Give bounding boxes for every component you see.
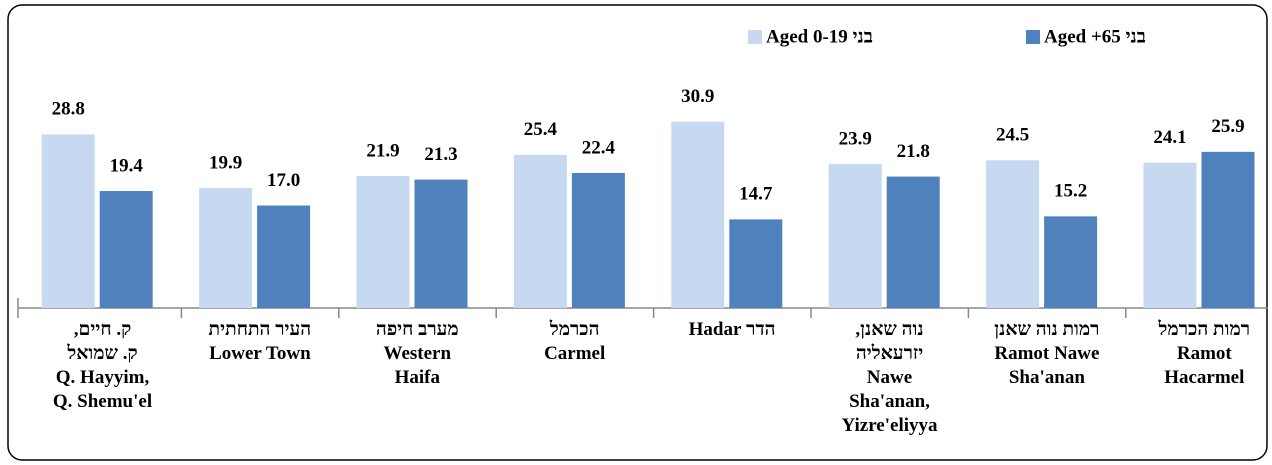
bar bbox=[356, 175, 410, 308]
data-label: 24.1 bbox=[1153, 127, 1186, 148]
data-label: 22.4 bbox=[582, 137, 616, 158]
data-label: 15.2 bbox=[1054, 181, 1087, 202]
bar bbox=[414, 179, 468, 308]
data-label: 23.9 bbox=[839, 128, 872, 149]
legend-swatch bbox=[748, 30, 762, 44]
data-label: 21.8 bbox=[897, 141, 930, 162]
data-label: 24.5 bbox=[996, 125, 1029, 146]
bar bbox=[671, 121, 725, 309]
data-label: 25.9 bbox=[1211, 116, 1244, 137]
bar bbox=[41, 134, 95, 308]
data-label: 21.9 bbox=[366, 140, 399, 161]
legend-label: Aged +65 בני bbox=[1044, 26, 1146, 47]
x-tick-label: העיר התחתית Lower Town bbox=[208, 319, 312, 364]
data-label: 14.7 bbox=[739, 184, 773, 205]
bar bbox=[513, 154, 567, 308]
x-tick-label: ק. חיים, ק. שמואל Q. Hayyim, Q. Shemu'el bbox=[52, 319, 153, 412]
bar bbox=[729, 219, 783, 308]
data-label: 30.9 bbox=[681, 86, 714, 107]
bar bbox=[1143, 162, 1197, 308]
data-label: 21.3 bbox=[424, 144, 457, 165]
legend-label: Aged 0-19 בני bbox=[766, 26, 873, 47]
bar bbox=[1044, 216, 1098, 308]
x-tick-label: מערב חיפה Western Haifa bbox=[375, 319, 459, 388]
x-tick-label: הכרמל Carmel bbox=[544, 319, 606, 364]
data-label: 19.4 bbox=[110, 155, 144, 176]
legend-swatch bbox=[1026, 30, 1040, 44]
bar bbox=[886, 176, 940, 308]
bar bbox=[571, 172, 625, 308]
data-label: 19.9 bbox=[209, 152, 242, 173]
data-label: 17.0 bbox=[267, 170, 300, 191]
bar bbox=[828, 163, 882, 308]
data-label: 25.4 bbox=[524, 119, 558, 140]
x-tick-label: רמות הכרמל Ramot Hacarmel bbox=[1158, 319, 1251, 388]
x-tick-label: רמות נוה שאנן Ramot Nawe Sha'anan bbox=[994, 319, 1100, 388]
bar bbox=[986, 160, 1040, 308]
x-tick-label: הדר Hadar bbox=[688, 319, 776, 340]
bar bbox=[1201, 151, 1255, 308]
bar bbox=[99, 191, 153, 308]
x-tick-label: נוה שאנן, יזרעאליה Nawe Sha'anan, Yizre'… bbox=[841, 319, 938, 436]
frame bbox=[7, 4, 1268, 461]
data-label: 28.8 bbox=[52, 99, 85, 120]
bar bbox=[257, 205, 311, 308]
bar bbox=[199, 188, 253, 308]
